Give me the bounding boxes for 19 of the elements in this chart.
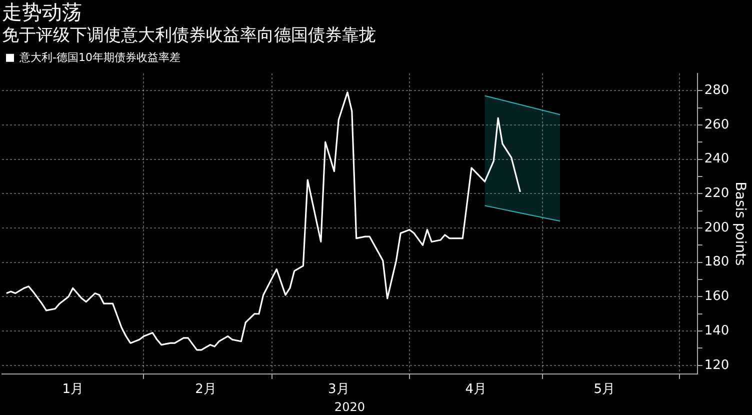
y-tick-label: 120 — [704, 358, 730, 373]
x-tick-label: 5月 — [594, 382, 616, 398]
y-tick-label: 280 — [704, 82, 730, 98]
x-tick-label: 3月 — [328, 382, 350, 398]
x-tick-label: 2月 — [195, 382, 216, 398]
y-tick-label: 240 — [704, 152, 730, 167]
y-tick-label: 180 — [704, 254, 730, 270]
x-tick-label: 1月 — [62, 382, 84, 398]
x-axis-title: 2020 — [334, 400, 365, 414]
y-tick-label: 140 — [704, 323, 730, 338]
y-tick-label: 160 — [704, 289, 730, 304]
chart-subtitle: 免于评级下调使意大利债券收益率向德国债券靠拢 — [2, 26, 376, 46]
y-tick-label: 260 — [704, 117, 730, 132]
legend-label: 意大利-德国10年期债券收益率差 — [18, 50, 180, 64]
x-tick-label: 4月 — [465, 382, 487, 398]
chart-title: 走势动荡 — [2, 0, 82, 24]
y-axis-title: Basis points — [732, 182, 748, 266]
y-tick-label: 220 — [704, 186, 730, 202]
y-tick-label: 200 — [704, 220, 730, 236]
